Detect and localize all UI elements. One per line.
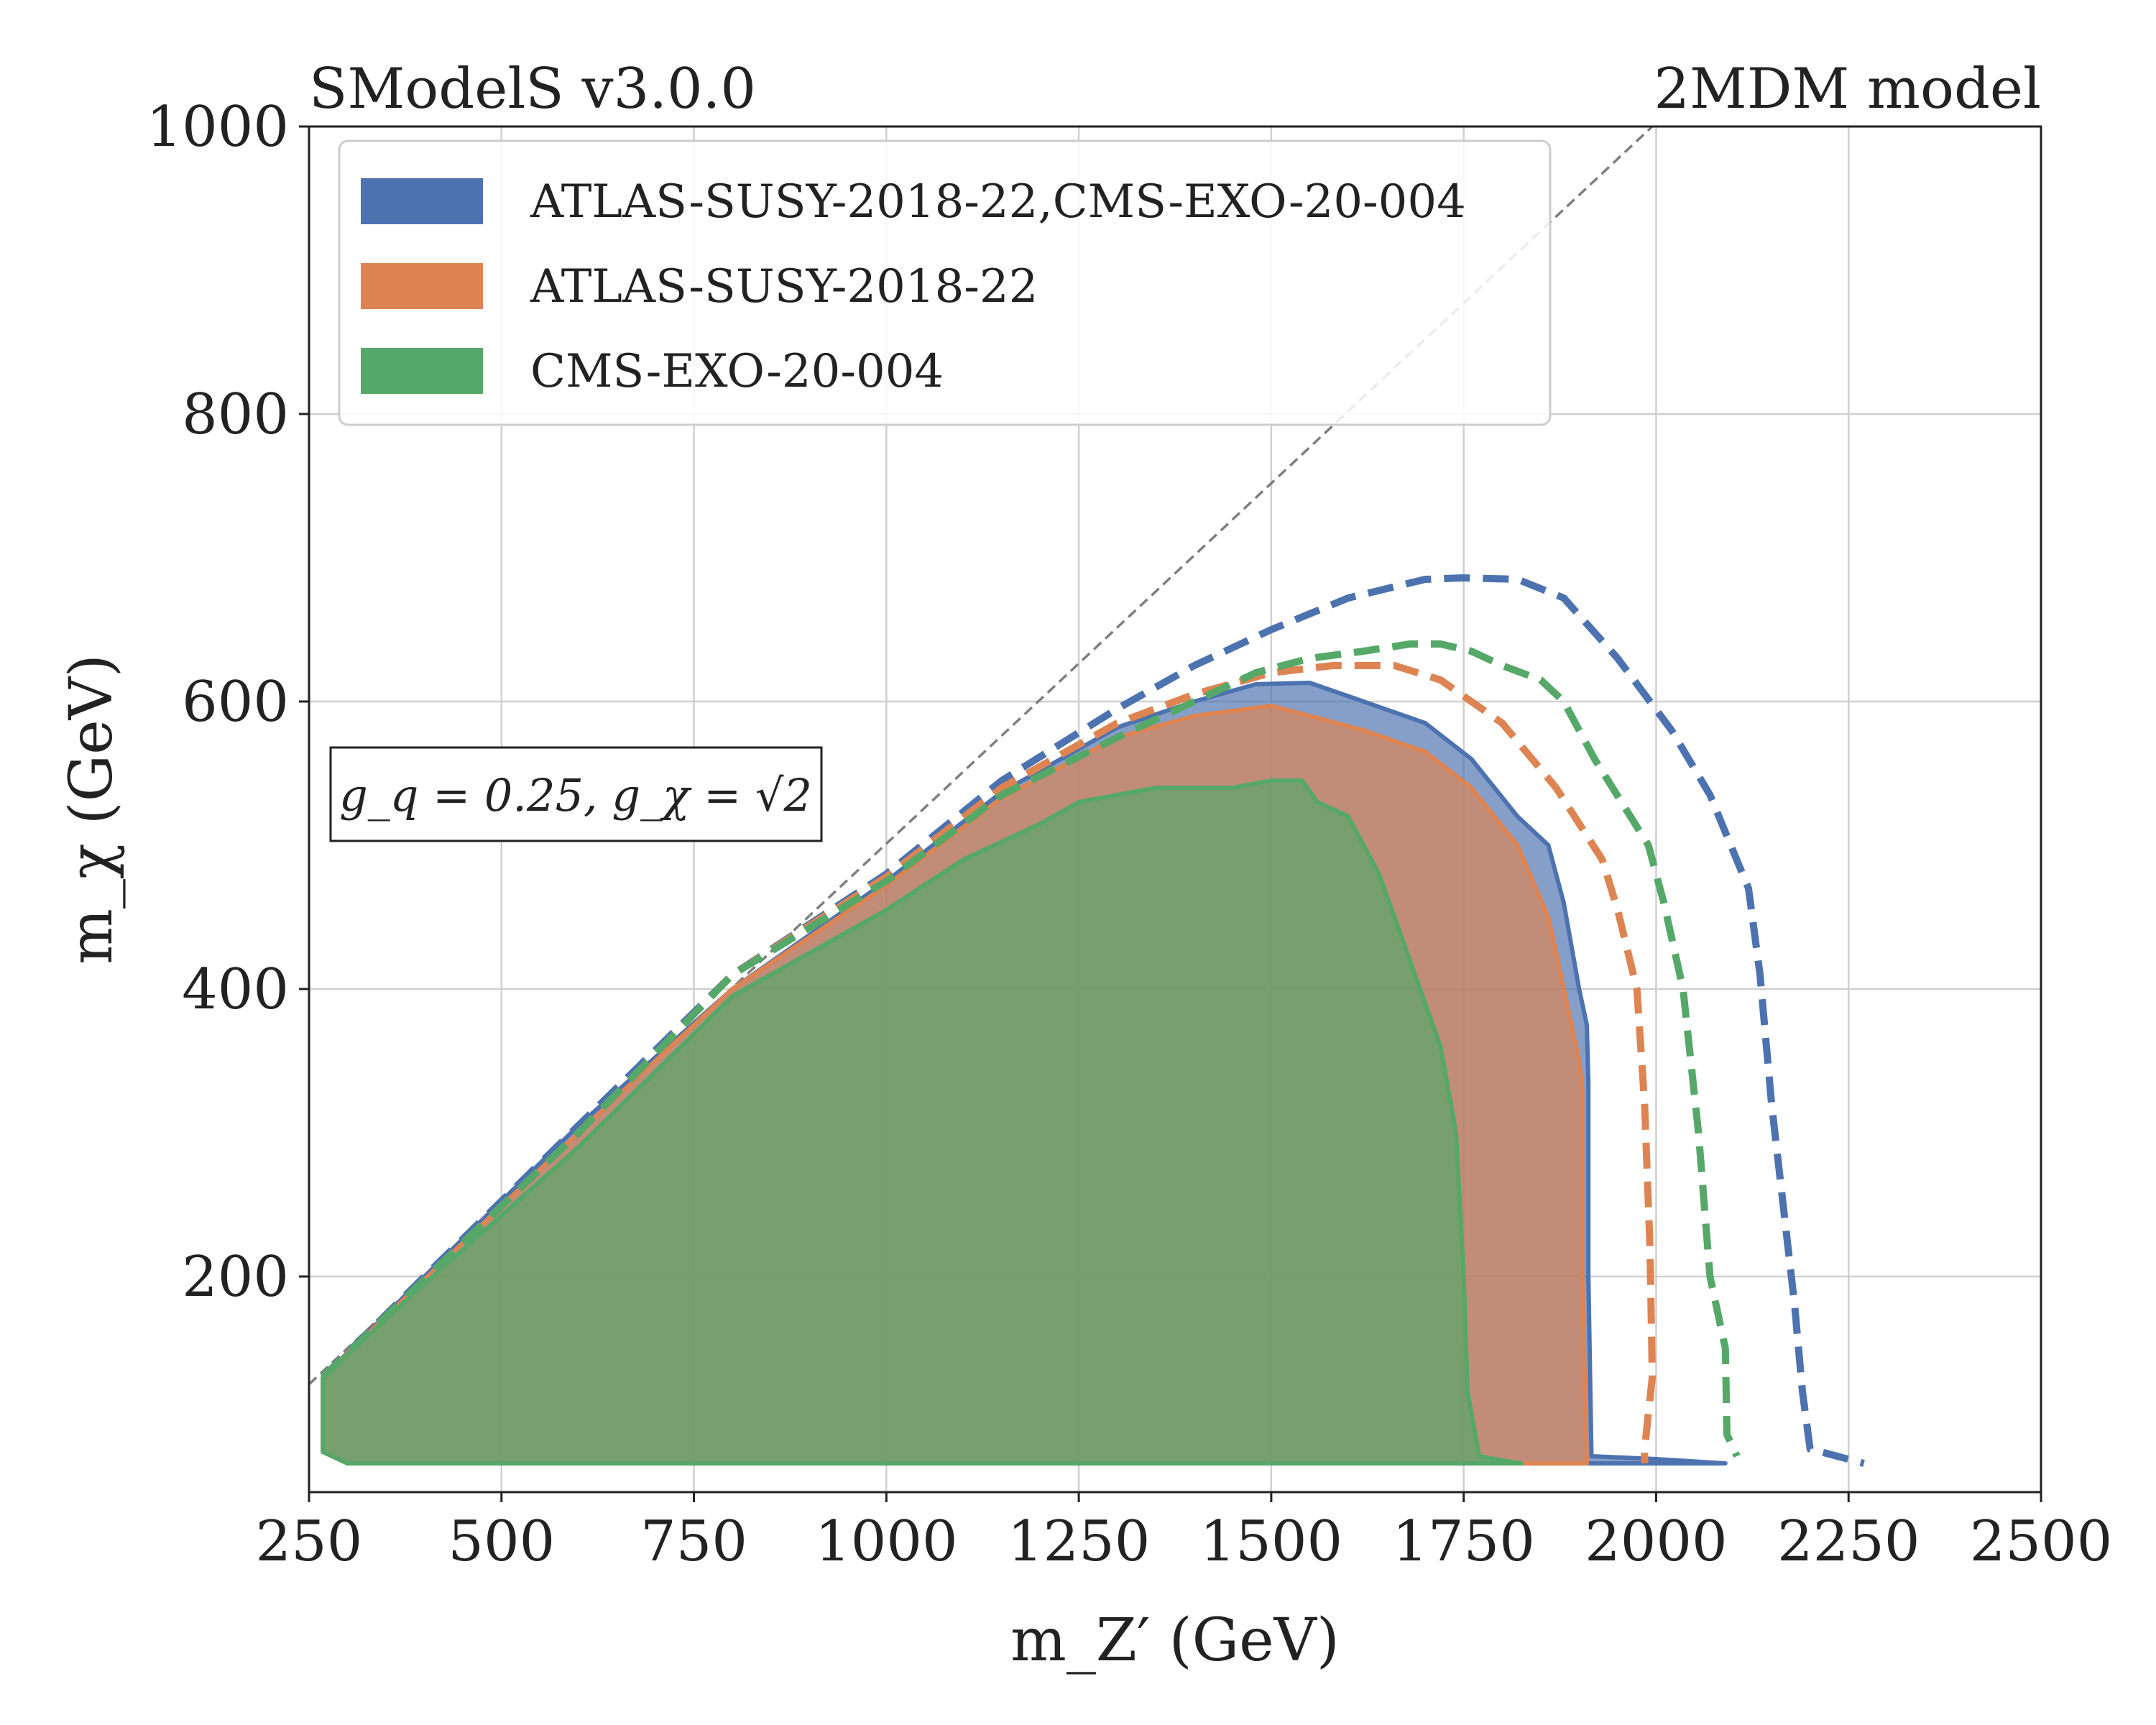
legend: ATLAS-SUSY-2018-22,CMS-EXO-20-004 ATLAS-S… [338, 139, 1552, 426]
x-tick-label: 750 [640, 1509, 747, 1574]
annotation-text: g_q = 0.25, g_χ = √2 [339, 769, 812, 822]
axis-ticks: 250 500 750 1000 1250 1500 1750 2000 2250 2500 200… [146, 95, 2112, 1574]
legend-swatch-0 [361, 178, 483, 224]
legend-swatch-1 [361, 263, 483, 309]
legend-label-2: CMS-EXO-20-004 [530, 345, 944, 398]
legend-box [338, 139, 1552, 426]
x-tick-label: 250 [256, 1509, 363, 1574]
plot-frame [308, 125, 2042, 1494]
legend-label-0: ATLAS-SUSY-2018-22,CMS-EXO-20-004 [530, 175, 1466, 229]
excluded-region-2 [321, 778, 1524, 1466]
legend-items: ATLAS-SUSY-2018-22,CMS-EXO-20-004 ATLAS-S… [361, 175, 1466, 398]
x-axis-label: m_Z′ (GeV) [1010, 1606, 1340, 1675]
x-tick-label: 1750 [1392, 1509, 1535, 1574]
y-tick-label: 1000 [146, 95, 289, 160]
title-left: SModelS v3.0.0 [309, 57, 756, 121]
x-tick-label: 500 [448, 1509, 555, 1574]
title-right: 2MDM model [1654, 57, 2041, 121]
expected-limits [320, 574, 1865, 1467]
excluded-regions [321, 681, 1728, 1466]
y-axis-label: m_χ (GeV) [57, 654, 126, 965]
y-tick-label: 800 [182, 382, 289, 447]
annotation-box [329, 746, 823, 842]
expected-limit-0 [320, 574, 1865, 1467]
expected-limit-2 [320, 640, 1741, 1458]
y-tick-label: 200 [182, 1245, 289, 1310]
coupling-annotation: g_q = 0.25, g_χ = √2 [329, 746, 823, 842]
x-tick-label: 1500 [1200, 1509, 1343, 1574]
legend-swatch-2 [361, 348, 483, 394]
x-tick-label: 1250 [1008, 1509, 1151, 1574]
x-tick-label: 2000 [1585, 1509, 1728, 1574]
x-tick-label: 1000 [815, 1509, 958, 1574]
y-tick-label: 400 [182, 957, 289, 1022]
x-tick-label: 2500 [1970, 1509, 2113, 1574]
y-tick-label: 600 [182, 670, 289, 735]
legend-label-1: ATLAS-SUSY-2018-22 [530, 260, 1038, 313]
x-tick-label: 2250 [1777, 1509, 1920, 1574]
